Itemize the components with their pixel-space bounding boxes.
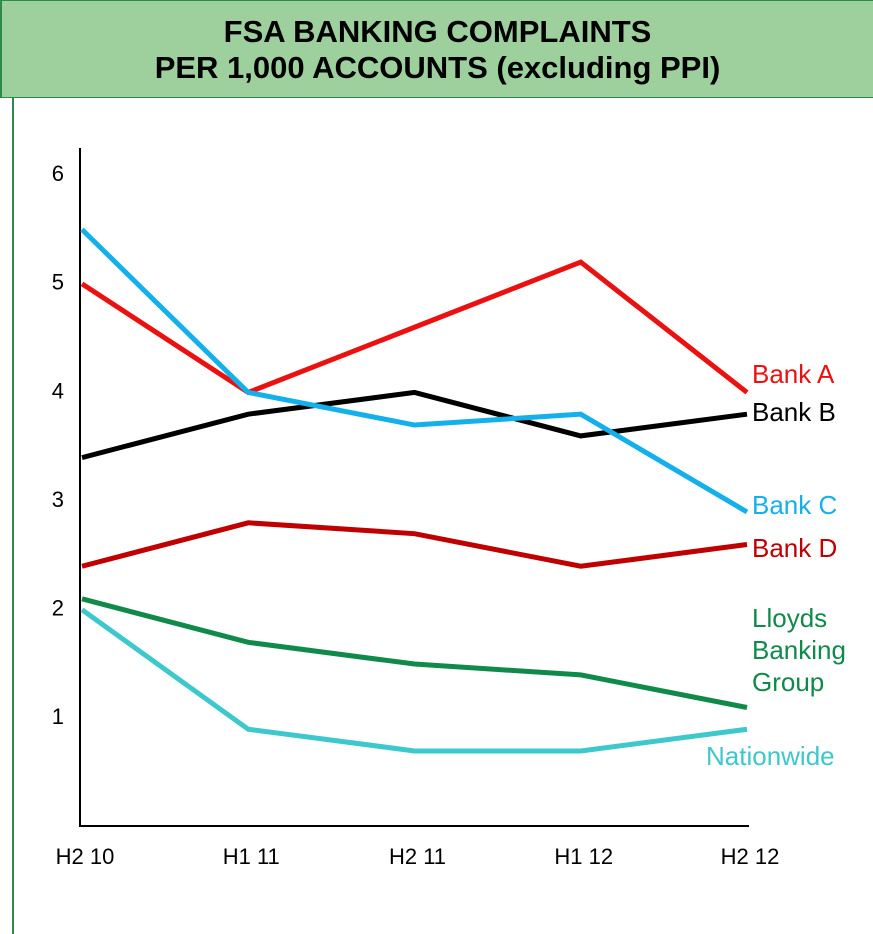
series-label: Bank D (752, 533, 838, 563)
y-tick-label: 6 (52, 161, 64, 186)
y-tick-label: 3 (52, 487, 64, 512)
chart-title: PER 1,000 ACCOUNTS (excluding PPI) (154, 50, 721, 85)
series-label: Bank A (752, 359, 835, 389)
x-tick-label: H2 10 (56, 844, 115, 869)
series-line (80, 227, 749, 515)
y-tick-label: 2 (52, 596, 64, 621)
series-label: Nationwide (706, 741, 835, 771)
series-label: Bank C (752, 490, 838, 520)
header: FSA BANKING COMPLAINTS PER 1,000 ACCOUNT… (0, 0, 873, 98)
x-tick-label: H2 12 (721, 844, 780, 869)
series-line (80, 259, 749, 396)
x-tick-label: H2 11 (389, 844, 446, 869)
series-line (80, 607, 748, 754)
chart-title: FSA BANKING COMPLAINTS (223, 14, 652, 49)
frame (12, 98, 14, 934)
series-line (81, 389, 748, 461)
y-tick-label: 5 (52, 270, 64, 295)
y-tick-label: 1 (52, 704, 64, 729)
x-tick-label: H1 12 (554, 844, 613, 869)
series-label: Bank B (752, 397, 836, 427)
series-line (81, 520, 748, 569)
y-tick-label: 4 (52, 378, 64, 403)
x-tick-label: H1 11 (223, 844, 280, 869)
series-label: Lloyds Banking Group (752, 603, 846, 697)
series-line (81, 596, 748, 710)
